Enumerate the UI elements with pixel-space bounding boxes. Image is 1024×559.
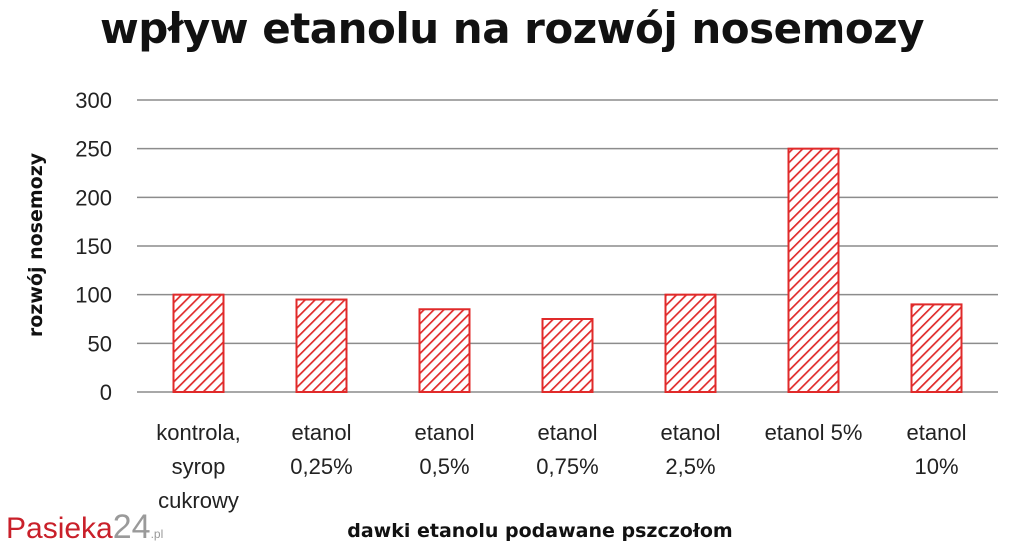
x-axis: kontrola, syrop cukrowy etanol 0,25% etanol 0,… — [156, 420, 966, 513]
x-category-label-line: syrop — [172, 454, 226, 479]
y-tick-label: 0 — [100, 380, 112, 405]
x-category-label-line: etanol — [538, 420, 598, 445]
y-tick-label: 250 — [75, 137, 112, 162]
x-category-label-line: 0,25% — [290, 454, 352, 479]
bar — [910, 303, 963, 393]
x-category-label: etanol 0,25% — [290, 420, 352, 479]
bar — [541, 318, 594, 393]
y-tick-label: 300 — [75, 88, 112, 113]
bar — [418, 308, 471, 393]
x-category-label-line: kontrola, — [156, 420, 240, 445]
watermark-number: 24 — [112, 508, 151, 546]
y-tick-label: 150 — [75, 234, 112, 259]
watermark-suffix: .pl — [150, 527, 164, 541]
x-category-label: etanol 2,5% — [661, 420, 721, 479]
x-category-label: kontrola, syrop cukrowy — [156, 420, 240, 513]
x-category-label-line: 0,75% — [536, 454, 598, 479]
y-tick-label: 200 — [75, 185, 112, 210]
watermark-logo: Pasieka24.pl — [6, 508, 163, 547]
x-category-label: etanol 0,5% — [415, 420, 475, 479]
x-category-label-line: etanol 5% — [765, 420, 863, 445]
x-category-label-line: cukrowy — [158, 488, 239, 513]
y-axis-title: rozwój nosemozy — [25, 152, 47, 337]
bar — [787, 147, 840, 393]
x-category-label: etanol 10% — [907, 420, 967, 479]
y-tick-label: 50 — [88, 331, 112, 356]
watermark-brand: Pasieka — [6, 512, 113, 545]
x-category-label: etanol 5% — [765, 420, 863, 445]
x-category-label-line: etanol — [907, 420, 967, 445]
x-category-label-line: etanol — [292, 420, 352, 445]
chart-title: wpływ etanolu na rozwój nosemozy — [99, 4, 925, 53]
gridlines — [137, 99, 998, 393]
x-category-label-line: etanol — [661, 420, 721, 445]
x-category-label-line: 10% — [914, 454, 958, 479]
x-category-label-line: 0,5% — [419, 454, 469, 479]
x-category-label: etanol 0,75% — [536, 420, 598, 479]
bar — [664, 293, 717, 393]
bar — [172, 293, 225, 393]
x-axis-title: dawki etanolu podawane pszczołom — [347, 520, 732, 542]
x-category-label-line: 2,5% — [665, 454, 715, 479]
bar — [295, 298, 348, 393]
y-axis: 0 50 100 150 200 250 300 — [75, 88, 112, 405]
bars — [172, 147, 963, 393]
x-category-label-line: etanol — [415, 420, 475, 445]
y-tick-label: 100 — [75, 283, 112, 308]
